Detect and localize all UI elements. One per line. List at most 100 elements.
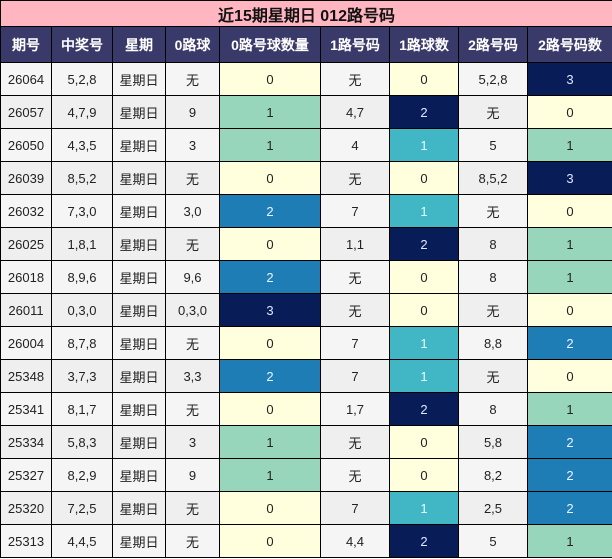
route2-cell: 8 — [458, 227, 528, 261]
header-route1-count: 1路球数 — [389, 26, 459, 63]
numbers-cell: 4,4,5 — [51, 524, 113, 558]
route2-cell: 无 — [458, 95, 528, 129]
numbers-cell: 8,5,2 — [51, 161, 113, 195]
route2-cell: 无 — [458, 293, 528, 327]
route0-cell: 无 — [165, 62, 220, 96]
header-route0-count: 0路号球数量 — [219, 26, 321, 63]
route0-cell: 9 — [165, 95, 220, 129]
header-route0: 0路球 — [165, 26, 220, 63]
route2-count-cell: 1 — [526, 524, 612, 558]
route2-cell: 无 — [458, 194, 528, 228]
route1-cell: 无 — [320, 293, 390, 327]
numbers-cell: 7,3,0 — [51, 194, 113, 228]
weekday-cell: 星期日 — [112, 227, 166, 261]
route1-cell: 无 — [320, 260, 390, 294]
issue-cell: 26057 — [0, 95, 52, 129]
route2-cell: 5 — [458, 524, 528, 558]
issue-cell: 25327 — [0, 458, 52, 492]
route1-count-cell: 0 — [389, 425, 459, 459]
route1-count-cell: 1 — [389, 491, 459, 525]
route0-count-cell: 0 — [219, 491, 321, 525]
route0-cell: 无 — [165, 392, 220, 426]
route0-count-cell: 2 — [219, 359, 321, 393]
numbers-cell: 5,8,3 — [51, 425, 113, 459]
route0-cell: 9,6 — [165, 260, 220, 294]
issue-cell: 26050 — [0, 128, 52, 162]
route2-cell: 2,5 — [458, 491, 528, 525]
route1-cell: 7 — [320, 194, 390, 228]
weekday-cell: 星期日 — [112, 161, 166, 195]
table-row: 26032 7,3,0 星期日 3,0 2 7 1 无 0 — [0, 194, 612, 228]
route0-count-cell: 0 — [219, 62, 321, 96]
table-row: 25334 5,8,3 星期日 3 1 无 0 5,8 2 — [0, 425, 612, 459]
issue-cell: 26032 — [0, 194, 52, 228]
route0-cell: 3,0 — [165, 194, 220, 228]
numbers-cell: 0,3,0 — [51, 293, 113, 327]
route0-count-cell: 0 — [219, 524, 321, 558]
route1-count-cell: 0 — [389, 62, 459, 96]
numbers-cell: 5,2,8 — [51, 62, 113, 96]
route0-cell: 无 — [165, 227, 220, 261]
table-row: 26064 5,2,8 星期日无 0 无 0 5,2,8 3 — [0, 62, 612, 96]
route1-cell: 无 — [320, 458, 390, 492]
numbers-cell: 8,2,9 — [51, 458, 113, 492]
route1-count-cell: 0 — [389, 458, 459, 492]
route2-count-cell: 3 — [526, 62, 612, 96]
table-row: 25341 8,1,7 星期日无 0 1,7 2 8 1 — [0, 392, 612, 426]
issue-cell: 25341 — [0, 392, 52, 426]
table-row: 26018 8,9,6 星期日 9,6 2 无 0 8 1 — [0, 260, 612, 294]
weekday-cell: 星期日 — [112, 359, 166, 393]
route0-count-cell: 0 — [219, 161, 321, 195]
route1-count-cell: 2 — [389, 524, 459, 558]
route2-count-cell: 2 — [526, 326, 612, 360]
numbers-cell: 8,1,7 — [51, 392, 113, 426]
route1-cell: 无 — [320, 425, 390, 459]
weekday-cell: 星期日 — [112, 62, 166, 96]
weekday-cell: 星期日 — [112, 425, 166, 459]
weekday-cell: 星期日 — [112, 524, 166, 558]
issue-cell: 26064 — [0, 62, 52, 96]
table-row: 26004 8,7,8 星期日无 0 7 1 8,8 2 — [0, 326, 612, 360]
route2-cell: 5,8 — [458, 425, 528, 459]
route2-cell: 8 — [458, 392, 528, 426]
route1-cell: 1,1 — [320, 227, 390, 261]
route1-cell: 无 — [320, 161, 390, 195]
route0-cell: 无 — [165, 161, 220, 195]
route1-count-cell: 1 — [389, 326, 459, 360]
issue-cell: 26025 — [0, 227, 52, 261]
route1-count-cell: 1 — [389, 128, 459, 162]
route1-count-cell: 2 — [389, 392, 459, 426]
numbers-cell: 7,2,5 — [51, 491, 113, 525]
route2-cell: 8,2 — [458, 458, 528, 492]
issue-cell: 26039 — [0, 161, 52, 195]
route2-count-cell: 2 — [526, 491, 612, 525]
route0-count-cell: 2 — [219, 194, 321, 228]
numbers-cell: 1,8,1 — [51, 227, 113, 261]
header-weekday: 星期 — [112, 26, 166, 63]
route1-count-cell: 1 — [389, 359, 459, 393]
route0-count-cell: 1 — [219, 95, 321, 129]
route0-cell: 3 — [165, 425, 220, 459]
issue-cell: 25334 — [0, 425, 52, 459]
table-title: 近15期星期日 012路号码 — [0, 0, 612, 27]
route1-count-cell: 0 — [389, 161, 459, 195]
weekday-cell: 星期日 — [112, 392, 166, 426]
table-row: 26025 1,8,1 星期日无 0 1,1 2 8 1 — [0, 227, 612, 261]
route1-count-cell: 0 — [389, 293, 459, 327]
weekday-cell: 星期日 — [112, 194, 166, 228]
weekday-cell: 星期日 — [112, 326, 166, 360]
route1-cell: 7 — [320, 491, 390, 525]
route0-cell: 9 — [165, 458, 220, 492]
route0-cell: 无 — [165, 326, 220, 360]
table-row: 26039 8,5,2 星期日无 0 无 0 8,5,2 3 — [0, 161, 612, 195]
route2-count-cell: 1 — [526, 128, 612, 162]
issue-cell: 26011 — [0, 293, 52, 327]
numbers-cell: 8,9,6 — [51, 260, 113, 294]
header-row: 期号 中奖号 星期 0路球 0路号球数量 1路号码 1路球数 2路号码 2路号码… — [0, 26, 612, 63]
route1-cell: 4,4 — [320, 524, 390, 558]
route2-count-cell: 0 — [526, 293, 612, 327]
table-row: 25348 3,7,3 星期日 3,3 2 7 1 无 0 — [0, 359, 612, 393]
route2-cell: 5,2,8 — [458, 62, 528, 96]
route2-count-cell: 1 — [526, 260, 612, 294]
